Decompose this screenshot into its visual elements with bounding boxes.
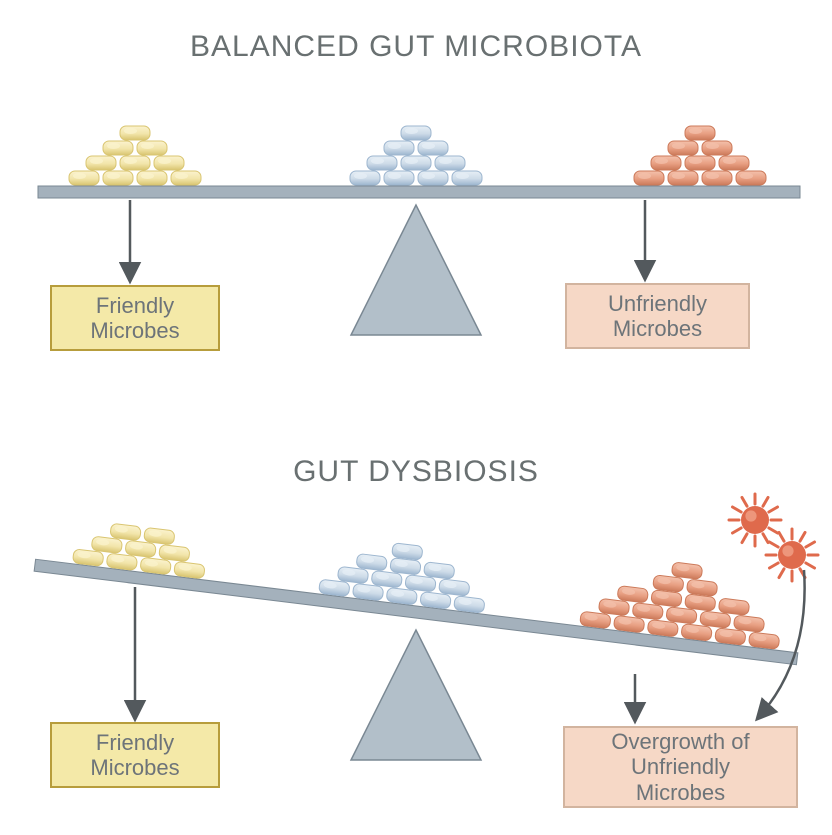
balanced-label-unfriendly: UnfriendlyMicrobes (565, 283, 750, 349)
label-text: Overgrowth ofUnfriendlyMicrobes (611, 729, 749, 805)
balanced-label-friendly: FriendlyMicrobes (50, 285, 220, 351)
fulcrum-icon (351, 205, 481, 335)
balanced-piles (69, 126, 766, 185)
balanced-title: BALANCED GUT MICROBIOTA (0, 30, 832, 64)
dysbiosis-label-overgrowth: Overgrowth ofUnfriendlyMicrobes (563, 726, 798, 808)
pathogen-icon (766, 529, 818, 581)
dysbiosis-piles (72, 489, 787, 649)
dysbiosis-label-friendly: FriendlyMicrobes (50, 722, 220, 788)
dysbiosis-title: GUT DYSBIOSIS (0, 455, 832, 489)
label-text: UnfriendlyMicrobes (608, 291, 707, 342)
diagram-svg (0, 0, 832, 835)
pathogen-icon (729, 494, 781, 546)
diagram-root: BALANCED GUT MICROBIOTA GUT DYSBIOSIS Fr… (0, 0, 832, 835)
label-text: FriendlyMicrobes (90, 293, 179, 344)
balance-beam (38, 186, 800, 198)
label-text: FriendlyMicrobes (90, 730, 179, 781)
fulcrum-icon (351, 630, 481, 760)
